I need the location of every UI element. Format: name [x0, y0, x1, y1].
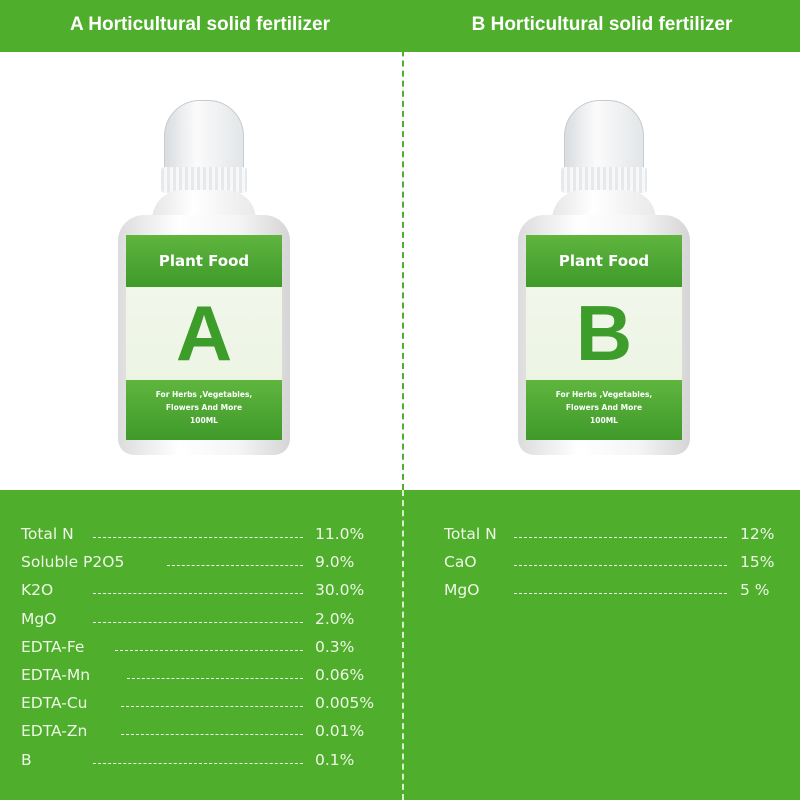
spec-leader: [121, 706, 303, 708]
spec-value: 2.0%: [315, 609, 355, 628]
label-line: Flowers And More: [565, 403, 643, 412]
label-line: For Herbs ,Vegetables,: [155, 390, 253, 399]
spec-name: MgO: [444, 581, 480, 600]
product-b-title: B Horticultural solid fertilizer: [471, 14, 733, 35]
label-title: Plant Food: [526, 235, 682, 287]
bottle-cap: [561, 100, 647, 193]
spec-value: 12%: [740, 525, 775, 543]
spec-leader: [115, 649, 303, 651]
spec-leader: [93, 593, 303, 595]
label-title: Plant Food: [126, 235, 282, 287]
spec-value: 15%: [740, 553, 775, 572]
spec-leader: [93, 537, 303, 538]
bottle-cap: [161, 100, 247, 193]
bottle-b: Plant Food B For Herbs ,Vegetables, Flow…: [518, 100, 690, 455]
spec-name: EDTA-Cu: [21, 694, 88, 713]
spec-leader: [127, 677, 303, 679]
divider: [402, 0, 404, 490]
bottle-body: Plant Food B For Herbs ,Vegetables, Flow…: [518, 215, 690, 455]
spec-name: CaO: [444, 553, 477, 572]
spec-row: EDTA-Cu 0.005%: [21, 694, 391, 722]
label-letter: A: [175, 289, 233, 377]
spec-name: EDTA-Zn: [21, 722, 88, 741]
specs-list-b: Total N 12% CaO 15% MgO 5 %: [444, 525, 784, 610]
spec-name: Soluble P2O5: [21, 553, 125, 572]
spec-value: 5 %: [740, 581, 770, 600]
spec-row: Total N 12%: [444, 525, 784, 553]
spec-name: EDTA-Fe: [21, 637, 85, 656]
spec-value: 0.1%: [315, 750, 355, 769]
spec-row: MgO 5 %: [444, 581, 784, 609]
label-line: Flowers And More: [165, 403, 243, 412]
spec-leader: [514, 537, 727, 538]
spec-row: Total N 11.0%: [21, 525, 391, 553]
spec-row: K2O 30.0%: [21, 581, 391, 609]
bottle-label: Plant Food B For Herbs ,Vegetables, Flow…: [526, 235, 682, 440]
spec-row: EDTA-Zn 0.01%: [21, 722, 391, 750]
spec-leader: [514, 593, 727, 595]
spec-leader: [93, 621, 303, 623]
spec-leader: [93, 762, 303, 764]
spec-row: Soluble P2O5 9.0%: [21, 553, 391, 581]
label-volume: 100ML: [190, 416, 218, 425]
spec-value: 0.005%: [315, 694, 375, 713]
spec-leader: [167, 565, 303, 567]
product-a-title: A Horticultural solid fertilizer: [69, 14, 331, 35]
spec-value: 0.3%: [315, 637, 355, 656]
label-line: For Herbs ,Vegetables,: [555, 390, 653, 399]
spec-value: 9.0%: [315, 553, 355, 572]
spec-row: EDTA-Fe 0.3%: [21, 638, 391, 666]
divider: [402, 490, 404, 800]
spec-leader: [121, 734, 303, 736]
bottle-label: Plant Food A For Herbs ,Vegetables, Flow…: [126, 235, 282, 440]
spec-row: B 0.1%: [21, 751, 391, 779]
spec-name: B: [21, 750, 32, 769]
spec-row: EDTA-Mn 0.06%: [21, 666, 391, 694]
label-footer: For Herbs ,Vegetables, Flowers And More …: [126, 380, 282, 440]
spec-name: Total N: [444, 525, 497, 543]
spec-row: CaO 15%: [444, 553, 784, 581]
specs-list-a: Total N 11.0% Soluble P2O5 9.0% K2O 30.0% MgO 2…: [21, 525, 391, 779]
spec-name: EDTA-Mn: [21, 665, 91, 684]
spec-value: 11.0%: [315, 525, 365, 543]
spec-value: 0.01%: [315, 722, 365, 741]
spec-value: 0.06%: [315, 665, 365, 684]
spec-value: 30.0%: [315, 581, 365, 600]
label-volume: 100ML: [590, 416, 618, 425]
header-bar: A Horticultural solid fertilizer B Horti…: [0, 0, 800, 52]
spec-name: Total N: [21, 525, 74, 543]
label-letter: B: [575, 289, 633, 377]
spec-leader: [514, 565, 727, 567]
bottle-body: Plant Food A For Herbs ,Vegetables, Flow…: [118, 215, 290, 455]
bottle-a: Plant Food A For Herbs ,Vegetables, Flow…: [118, 100, 290, 455]
spec-name: MgO: [21, 609, 57, 628]
spec-row: MgO 2.0%: [21, 610, 391, 638]
spec-name: K2O: [21, 581, 54, 600]
specs-area: [0, 490, 800, 800]
label-footer: For Herbs ,Vegetables, Flowers And More …: [526, 380, 682, 440]
